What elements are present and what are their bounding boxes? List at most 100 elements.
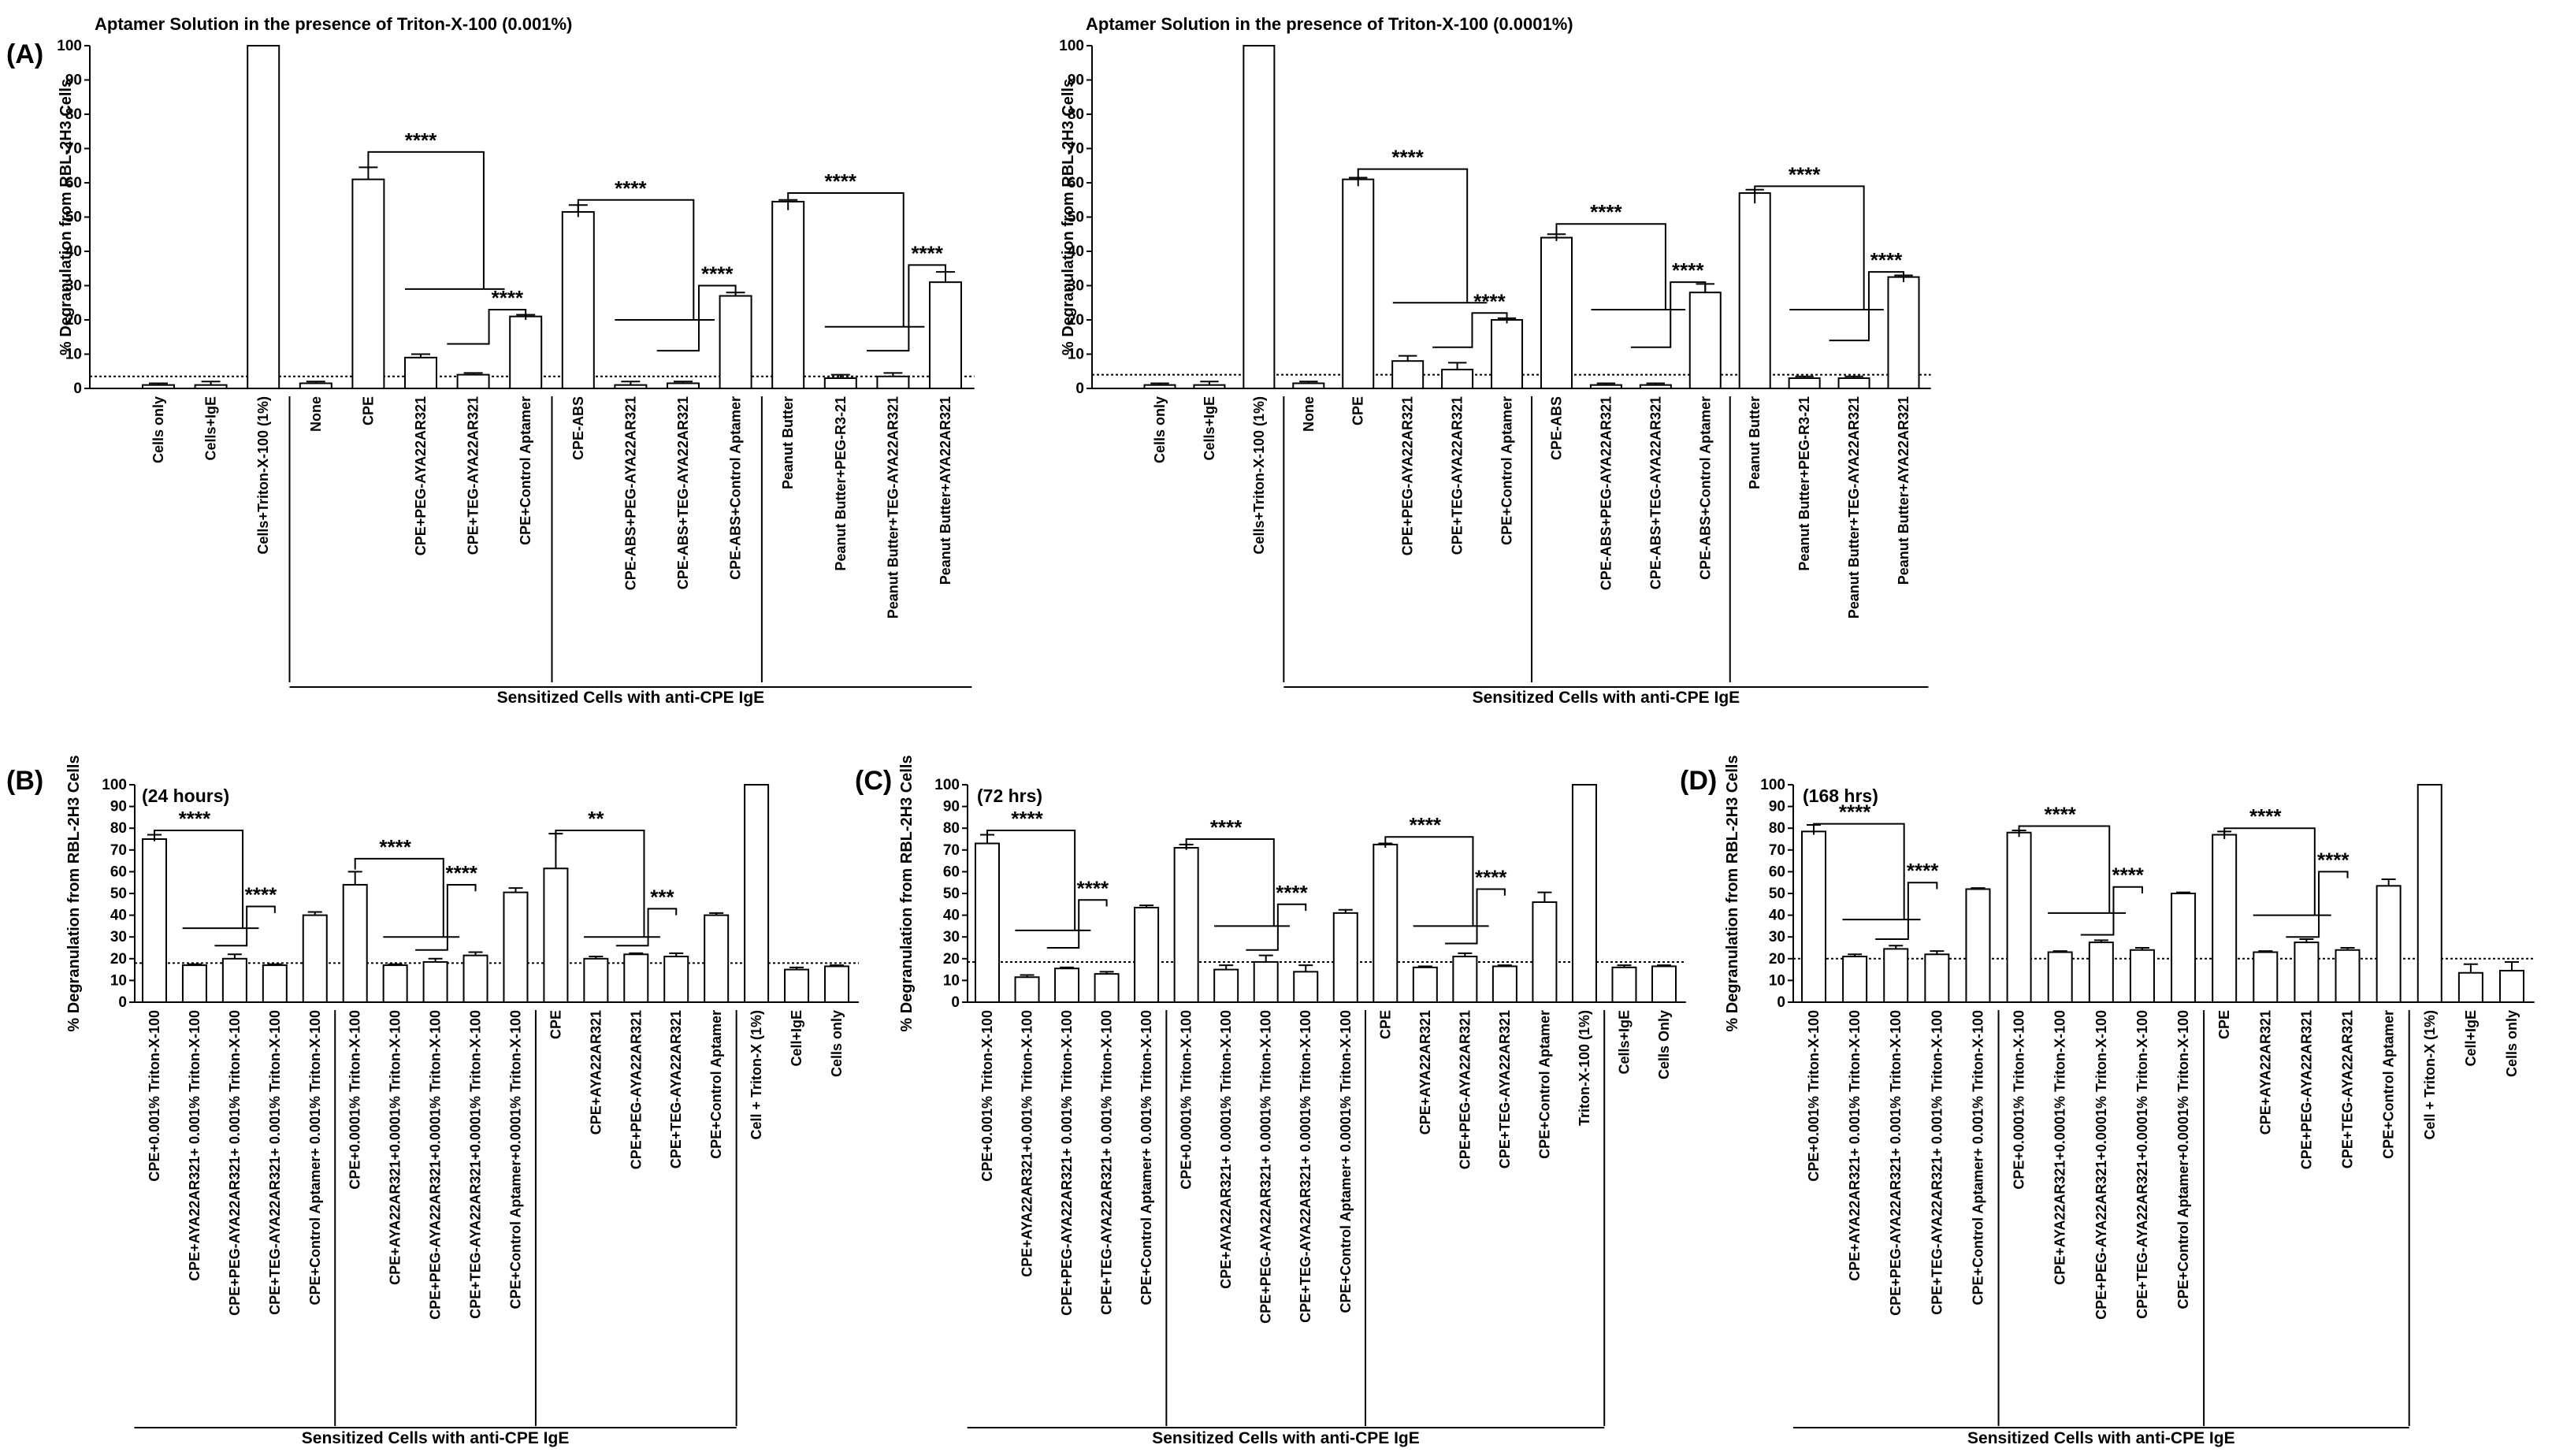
bar xyxy=(1842,956,1868,1004)
y-tick-label: 60 xyxy=(1068,175,1084,191)
category-label: CPE+TEG-AYA22AR321 xyxy=(1450,396,1465,555)
panel-label: (A) xyxy=(6,39,43,69)
category-label: Cells only xyxy=(829,1010,845,1077)
category-label: CPE+0.001% Triton-X-100 xyxy=(1806,1010,1822,1182)
significance-bracket xyxy=(867,264,946,352)
significance-bracket xyxy=(1445,888,1506,945)
category-label: CPE+PEG-AYA22AR321+0.0001% Triton-X-100 xyxy=(2093,1010,2109,1320)
bar xyxy=(142,838,167,1003)
bar xyxy=(2088,942,2114,1003)
bar xyxy=(404,356,437,390)
y-axis-title: % Degranulation from RBL-2H3 Cells xyxy=(65,755,83,1031)
significance-bracket xyxy=(986,829,1076,930)
y-tick-label: 100 xyxy=(102,777,127,793)
bar xyxy=(302,914,328,1003)
bar xyxy=(1441,369,1474,390)
significance-label: **** xyxy=(615,176,647,200)
bar xyxy=(1293,971,1319,1003)
category-label: Peanut Butter+AYA22AR321 xyxy=(1896,396,1911,585)
bar xyxy=(1571,784,1597,1003)
bar xyxy=(1965,888,1991,1003)
bar xyxy=(823,377,857,390)
significance-bracket xyxy=(787,192,905,327)
bar xyxy=(1883,948,1909,1004)
y-tick-label: 100 xyxy=(1760,777,1785,793)
category-label: Peanut Butter+PEG-R3-21 xyxy=(1796,396,1812,571)
significance-bracket xyxy=(354,857,444,938)
category-label: CPE+PEG-AYA22AR321 xyxy=(1457,1010,1473,1169)
significance-label: **** xyxy=(1276,881,1308,904)
category-label: CPE+PEG-AYA22AR321 xyxy=(413,396,429,555)
chart-panel-2: Aptamer Solution in the presence of Trit… xyxy=(1059,14,1931,707)
category-label: Peanut Butter+AYA22AR321 xyxy=(938,396,953,585)
y-tick-label: 10 xyxy=(1769,972,1785,989)
bar xyxy=(181,964,207,1003)
significance-bracket xyxy=(2286,871,2349,938)
category-label: CPE+TEG-AYA22AR321 xyxy=(668,1010,684,1168)
category-label: CPE xyxy=(2216,1010,2232,1039)
significance-bracket xyxy=(1875,882,1938,940)
bar xyxy=(382,964,408,1003)
category-label: Cells only xyxy=(1152,396,1168,463)
significance-label: **** xyxy=(1870,248,1903,272)
y-axis-title: % Degranulation from RBL-2H3 Cells xyxy=(898,755,916,1031)
significance-label: **** xyxy=(1077,876,1109,900)
y-axis-title: % Degranulation from RBL-2H3 Cells xyxy=(1060,79,1077,355)
bar xyxy=(771,200,805,389)
bar xyxy=(342,883,368,1003)
y-tick-label: 50 xyxy=(1769,886,1785,902)
significance-label: **** xyxy=(1789,162,1821,186)
bar xyxy=(2499,969,2524,1003)
bar xyxy=(351,178,385,389)
bar xyxy=(2335,949,2361,1004)
bar xyxy=(1801,830,1826,1003)
category-label: CPE+AYA22AR321+0.0001% Triton-X-100 xyxy=(2052,1010,2068,1285)
y-tick-label: 50 xyxy=(65,210,82,226)
bar xyxy=(543,867,569,1004)
significance-bracket xyxy=(154,829,244,929)
y-tick-label: 50 xyxy=(110,886,127,902)
bar xyxy=(561,210,595,389)
category-label: CPE+Control Aptamer+0.0001% Triton-X-100 xyxy=(507,1010,523,1309)
significance-label: **** xyxy=(1907,859,1939,882)
significance-bracket xyxy=(1185,838,1275,927)
bar xyxy=(663,956,689,1004)
significance-bracket xyxy=(1384,836,1474,927)
y-tick-label: 40 xyxy=(110,908,127,924)
bar xyxy=(583,957,609,1004)
category-label: CPE+Control Aptamer xyxy=(2381,1010,2397,1159)
category-label: CPE+Control Aptamer+ 0.001% Triton-X-100 xyxy=(1970,1010,1986,1305)
significance-label: ** xyxy=(588,807,604,830)
category-label: CPE-ABS+TEG-AYA22AR321 xyxy=(675,396,691,589)
bar xyxy=(1688,292,1722,390)
significance-bracket xyxy=(1357,168,1469,303)
significance-label: **** xyxy=(1473,289,1506,313)
bar xyxy=(456,373,490,390)
chart-panel-1: (A) Aptamer Solution in the presence of T… xyxy=(6,14,975,707)
significance-bracket xyxy=(1246,903,1307,951)
bar xyxy=(2294,942,2320,1003)
significance-label: **** xyxy=(2044,802,2076,826)
category-label: CPE+Control Aptamer xyxy=(1536,1010,1552,1159)
category-label: CPE-ABS xyxy=(570,396,586,460)
y-tick-label: 10 xyxy=(943,972,960,989)
bar xyxy=(2006,831,2032,1003)
category-label: Cell + Triton-X (1%) xyxy=(2422,1010,2438,1140)
bar xyxy=(1532,901,1558,1004)
y-tick-label: 90 xyxy=(65,72,82,89)
y-tick-label: 0 xyxy=(951,994,960,1011)
y-tick-label: 80 xyxy=(943,820,960,837)
significance-bracket xyxy=(1046,899,1108,949)
bar xyxy=(784,968,810,1003)
y-tick-label: 20 xyxy=(110,951,127,968)
y-tick-label: 70 xyxy=(1068,141,1084,158)
significance-label: **** xyxy=(179,807,211,830)
bar xyxy=(1651,965,1677,1003)
category-label: None xyxy=(308,396,324,432)
category-label: CPE+Control Aptamer+0.0001% Triton-X-100 xyxy=(2175,1010,2191,1309)
bar xyxy=(1094,973,1120,1003)
category-label: CPE+AYA22AR321+ 0.0001% Triton-X-100 xyxy=(1218,1010,1234,1289)
bar xyxy=(1491,319,1524,389)
significance-label: **** xyxy=(245,883,277,907)
bar xyxy=(1738,192,1771,389)
